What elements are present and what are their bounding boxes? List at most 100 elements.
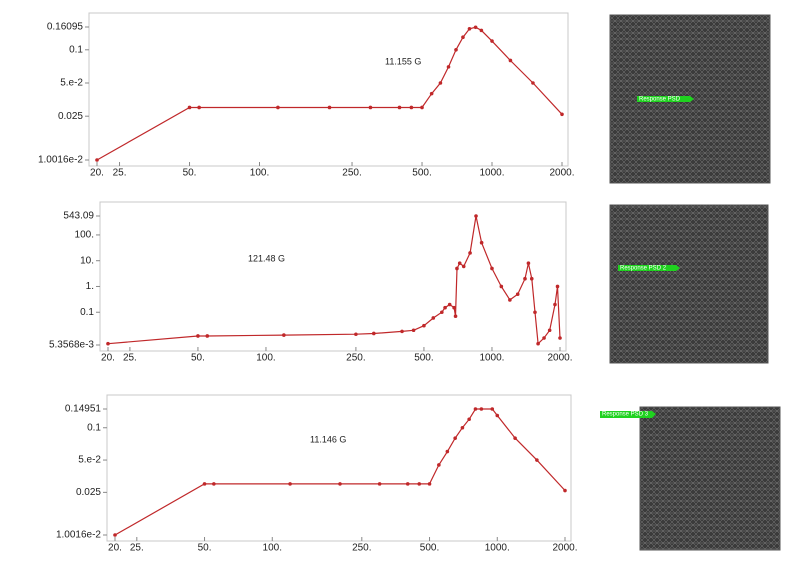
point [443,305,447,310]
y-tick-label: 1.0016e-2 [38,155,83,166]
point [212,482,216,486]
point [479,407,484,411]
point [453,436,457,440]
point [400,329,404,334]
point [460,425,465,430]
point [427,482,432,486]
point [461,264,466,269]
point [288,482,292,486]
x-tick-label: 2000. [549,168,574,179]
point [560,112,564,117]
point [431,316,436,320]
panel-label: Response PSD 2 [620,266,667,272]
point [397,105,402,110]
point [495,413,500,418]
x-tick-label: 500. [412,168,431,179]
point [536,341,540,346]
point [197,105,201,110]
annotation: 121.48 G [248,253,285,263]
y-tick-label: 10. [80,255,94,266]
point [113,533,117,537]
point [438,81,443,85]
y-tick-label: 1. [86,281,94,292]
point [420,105,424,110]
x-tick-label: 250. [342,168,361,179]
point [377,482,382,486]
x-tick-label: 100. [263,543,282,554]
point [542,336,546,340]
mesh-panel: Response PSD 3 [600,406,781,551]
point [473,407,478,411]
x-tick-label: 50. [183,168,197,179]
point [473,25,478,30]
point [417,482,422,486]
point [467,27,472,31]
point [490,39,494,43]
point [445,449,450,454]
x-tick-label: 50. [191,353,205,364]
x-tick-label: 20. [101,353,115,364]
x-tick-label: 50. [198,543,212,554]
x-tick-label: 100. [250,168,269,179]
y-tick-label: 0.16095 [47,22,84,33]
point [196,334,200,338]
point [409,105,414,110]
point [202,482,207,486]
x-tick-label: 25. [123,353,137,364]
point [555,284,560,289]
y-tick-label: 0.025 [58,111,83,122]
point [368,105,373,110]
point [461,35,465,40]
point [479,28,484,33]
point [282,333,286,337]
annotation: 11.155 G [385,56,421,66]
point [526,261,531,266]
point [523,276,527,281]
point [553,302,557,307]
x-tick-label: 1000. [479,353,504,364]
point [405,482,410,486]
point [338,482,342,486]
point [429,91,434,96]
y-tick-label: 0.1 [87,422,101,433]
point [535,458,539,462]
point [529,276,534,281]
annotation: 11.146 G [310,434,346,444]
point [411,328,416,333]
x-tick-label: 20. [90,168,104,179]
point [490,407,495,411]
x-tick-label: 1000. [479,168,504,179]
point [106,341,110,346]
point [354,332,358,337]
y-tick-label: 543.09 [63,211,94,222]
x-tick-label: 100. [256,353,275,364]
mesh-panel: Response PSD 2 [609,204,769,364]
y-tick-label: 0.1 [69,44,83,55]
point [455,266,459,271]
plot-frame [99,201,567,352]
plot-frame [106,394,572,542]
point [446,65,451,69]
x-tick-label: 1000. [485,543,510,554]
x-tick-label: 250. [352,543,371,554]
y-tick-label: 100. [75,230,94,241]
point [452,305,456,310]
y-tick-label: 0.14951 [65,404,102,415]
plot-frame [88,12,569,167]
point [563,488,567,493]
point [547,328,552,333]
line [114,408,566,536]
point [513,436,517,440]
panel-label: Response PSD [639,97,681,103]
point [467,417,471,422]
point [437,463,441,467]
point [440,310,444,315]
point [474,214,478,218]
point [447,302,452,307]
point [95,158,99,162]
x-tick-label: 500. [414,353,433,364]
point [454,47,458,52]
point [453,314,458,319]
x-tick-label: 25. [130,543,144,554]
x-tick-label: 2000. [547,353,572,364]
